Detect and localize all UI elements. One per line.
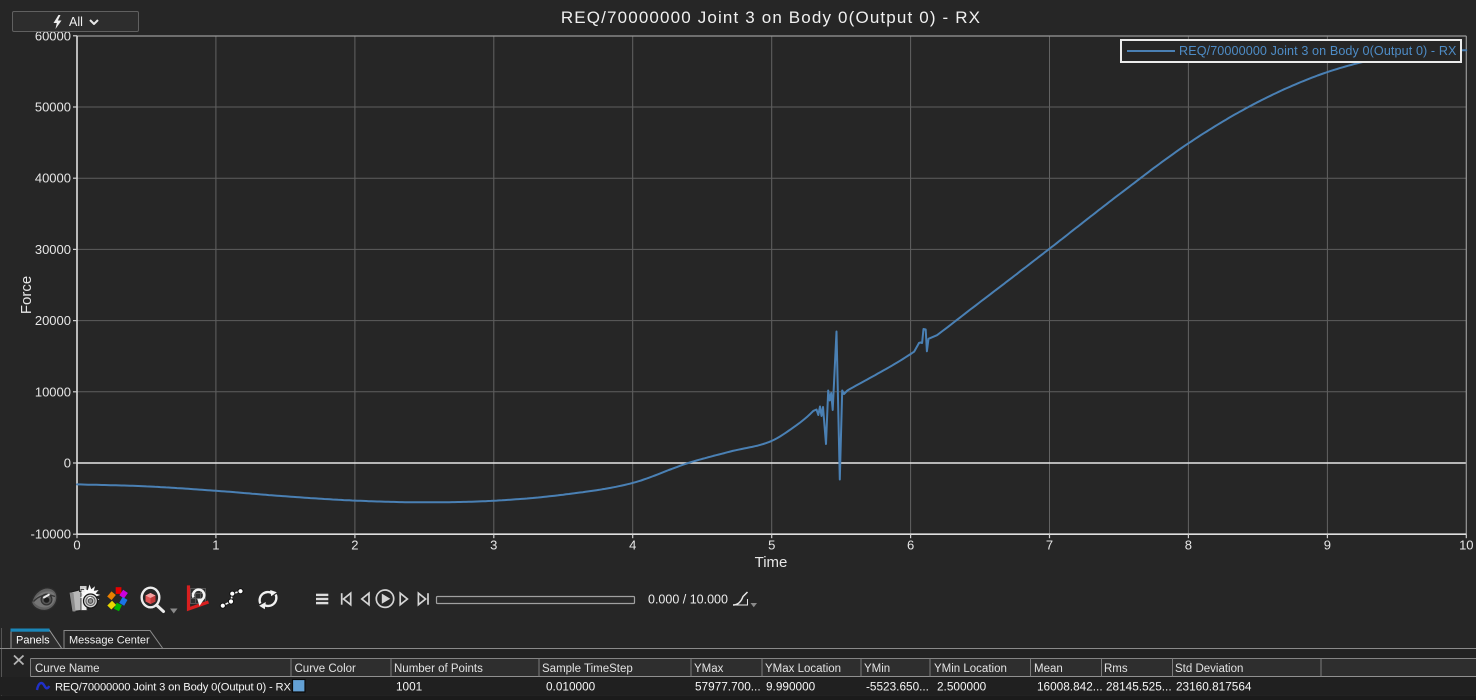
svg-text:YMax: YMax xyxy=(694,663,724,675)
svg-text:-10000: -10000 xyxy=(31,527,71,542)
svg-text:10: 10 xyxy=(1459,538,1473,553)
svg-text:28145.525...: 28145.525... xyxy=(1106,680,1172,694)
svg-text:3: 3 xyxy=(490,538,497,553)
svg-text:40000: 40000 xyxy=(35,171,71,186)
svg-text:6: 6 xyxy=(907,538,914,553)
svg-text:Curve Name: Curve Name xyxy=(35,663,100,675)
svg-text:Std Deviation: Std Deviation xyxy=(1175,663,1243,675)
svg-text:Message Center: Message Center xyxy=(69,635,150,647)
svg-text:50000: 50000 xyxy=(35,100,71,115)
svg-text:8: 8 xyxy=(1185,538,1192,553)
svg-text:7: 7 xyxy=(1046,538,1053,553)
svg-text:4: 4 xyxy=(629,538,636,553)
svg-text:Force: Force xyxy=(18,276,35,314)
svg-text:2: 2 xyxy=(351,538,358,553)
svg-text:1: 1 xyxy=(212,538,219,553)
svg-text:57977.700...: 57977.700... xyxy=(695,680,761,694)
svg-text:1001: 1001 xyxy=(396,680,422,694)
svg-text:Panels: Panels xyxy=(16,635,50,647)
svg-text:30000: 30000 xyxy=(35,242,71,257)
svg-text:Sample TimeStep: Sample TimeStep xyxy=(542,663,633,675)
svg-text:0: 0 xyxy=(73,538,80,553)
svg-text:YMin: YMin xyxy=(864,663,890,675)
svg-text:0.010000: 0.010000 xyxy=(546,680,596,694)
svg-text:2.500000: 2.500000 xyxy=(937,680,987,694)
svg-text:Mean: Mean xyxy=(1034,663,1063,675)
svg-text:Time: Time xyxy=(755,554,788,571)
svg-text:-5523.650...: -5523.650... xyxy=(866,680,929,694)
svg-text:16008.842...: 16008.842... xyxy=(1037,680,1103,694)
svg-text:Curve Color: Curve Color xyxy=(295,663,357,675)
svg-text:Rms: Rms xyxy=(1104,663,1128,675)
svg-text:5: 5 xyxy=(768,538,775,553)
svg-text:0.000 / 10.000: 0.000 / 10.000 xyxy=(648,593,728,607)
svg-text:60000: 60000 xyxy=(35,28,71,43)
svg-text:Number of Points: Number of Points xyxy=(394,663,483,675)
svg-text:REQ/70000000 Joint 3 on Body 0: REQ/70000000 Joint 3 on Body 0(Output 0)… xyxy=(55,682,291,694)
svg-text:0: 0 xyxy=(64,456,71,471)
svg-text:9: 9 xyxy=(1324,538,1331,553)
svg-text:23160.817564: 23160.817564 xyxy=(1176,680,1252,694)
svg-text:9.990000: 9.990000 xyxy=(766,680,816,694)
svg-text:10000: 10000 xyxy=(35,384,71,399)
svg-text:YMax Location: YMax Location xyxy=(765,663,841,675)
svg-text:20000: 20000 xyxy=(35,313,71,328)
svg-text:YMin Location: YMin Location xyxy=(934,663,1007,675)
